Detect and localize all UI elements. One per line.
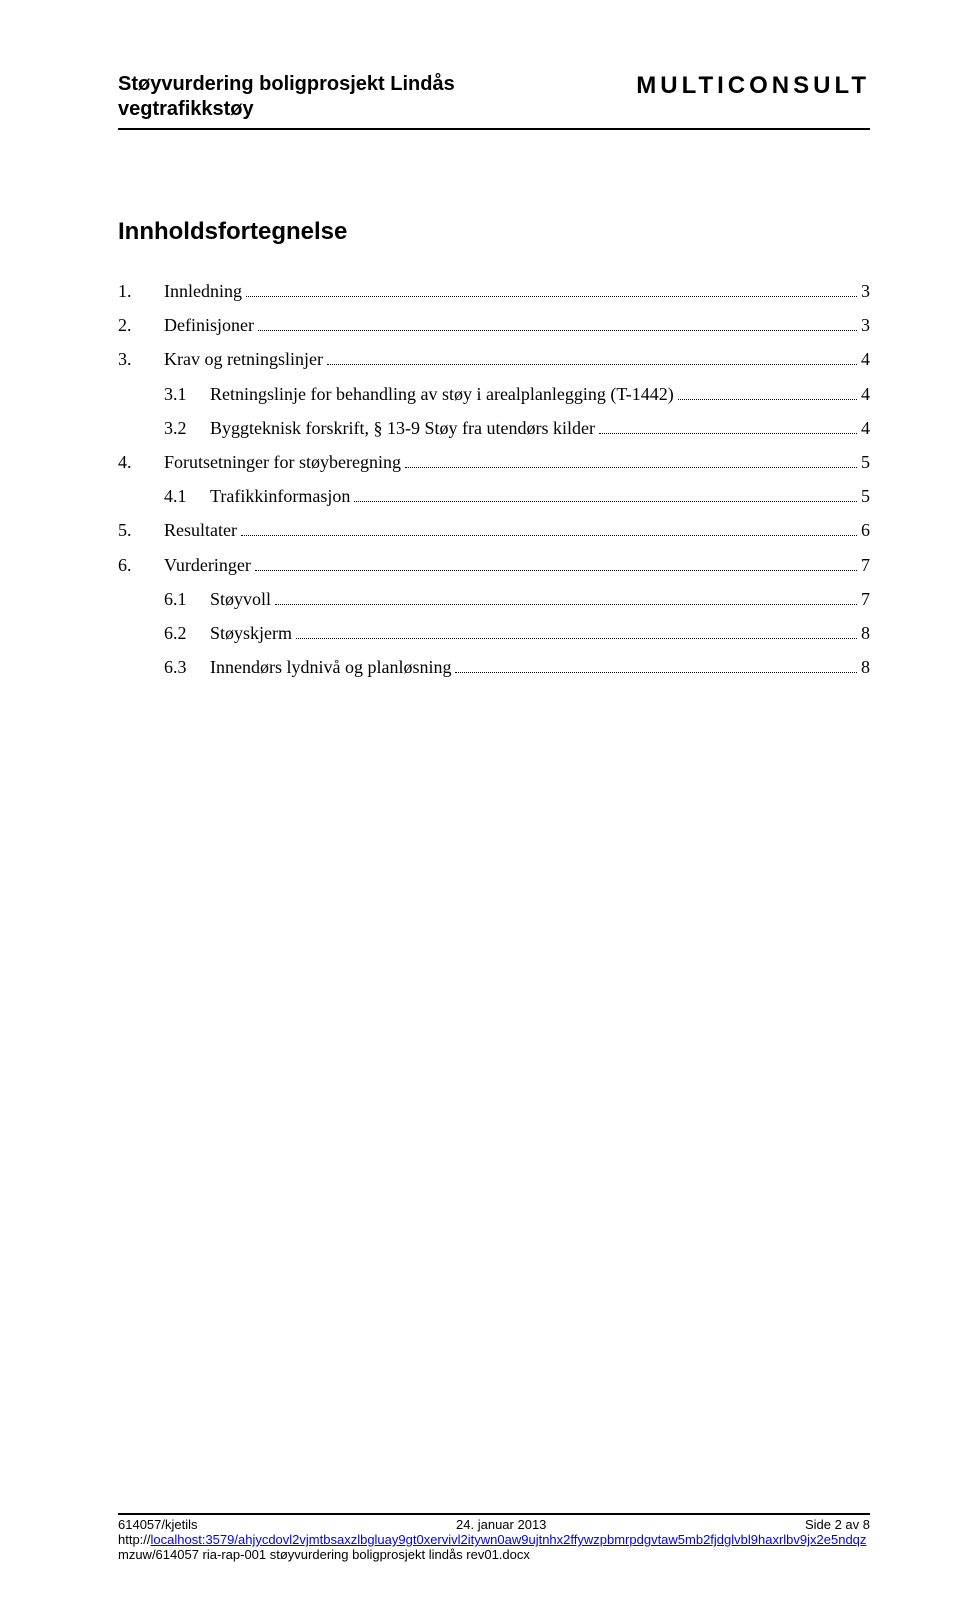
footer-center: 24. januar 2013 (456, 1517, 546, 1532)
footer-path-line2: mzuw/614057 ria-rap-001 støyvurdering bo… (118, 1547, 870, 1562)
toc-entry-number: 5. (118, 513, 164, 547)
toc-leader (405, 467, 857, 468)
toc-entry: 2.Definisjoner 3 (118, 308, 870, 342)
toc-entry-number: 4. (118, 445, 164, 479)
toc-leader (354, 501, 857, 502)
footer-row: 614057/kjetils 24. januar 2013 Side 2 av… (118, 1517, 870, 1532)
toc-entry-label: Byggteknisk forskrift, § 13-9 Støy fra u… (210, 411, 595, 445)
toc-entry-number: 6.2 (164, 616, 210, 650)
footer-url-prefix: http:// (118, 1532, 151, 1547)
toc-leader (327, 364, 857, 365)
toc-entry-page: 3 (861, 308, 870, 342)
toc-entry-label: Vurderinger (164, 548, 251, 582)
toc-entry-number: 3.1 (164, 377, 210, 411)
toc-title: Innholdsfortegnelse (118, 218, 870, 246)
toc-entry-number: 6. (118, 548, 164, 582)
toc-entry-label: Definisjoner (164, 308, 254, 342)
footer-left: 614057/kjetils (118, 1517, 198, 1532)
toc-entry: 5.Resultater 6 (118, 513, 870, 547)
toc-entry-label: Innendørs lydnivå og planløsning (210, 650, 451, 684)
toc-entry: 4.Forutsetninger for støyberegning 5 (118, 445, 870, 479)
toc-leader (296, 638, 857, 639)
header: Støyvurdering boligprosjekt Lindås vegtr… (118, 72, 870, 122)
toc-entry-number: 6.1 (164, 582, 210, 616)
toc-leader (255, 570, 857, 571)
toc-entry-page: 7 (861, 582, 870, 616)
toc-entry-page: 3 (861, 274, 870, 308)
footer-path-line1: http://localhost:3579/ahjycdovl2vjmtbsax… (118, 1532, 870, 1547)
document-title-line2: vegtrafikkstøy (118, 97, 455, 122)
toc-leader (455, 672, 857, 673)
toc-leader (241, 535, 857, 536)
toc-entry: 6.Vurderinger 7 (118, 548, 870, 582)
footer-rule (118, 1513, 870, 1515)
toc-entry-label: Resultater (164, 513, 237, 547)
toc-leader (678, 399, 857, 400)
toc-entry-number: 3.2 (164, 411, 210, 445)
document-title-line1: Støyvurdering boligprosjekt Lindås (118, 72, 455, 97)
toc-entry-label: Støyvoll (210, 582, 271, 616)
footer-url-link[interactable]: localhost:3579/ahjycdovl2vjmtbsaxzlbglua… (151, 1532, 867, 1547)
table-of-contents: Innholdsfortegnelse 1.Innledning32.Defin… (118, 218, 870, 684)
toc-entry: 3.2Byggteknisk forskrift, § 13-9 Støy fr… (118, 411, 870, 445)
toc-entry-label: Retningslinje for behandling av støy i a… (210, 377, 674, 411)
brand-name: MULTICONSULT (636, 72, 870, 100)
toc-leader (246, 296, 857, 297)
toc-entry-number: 4.1 (164, 479, 210, 513)
toc-list: 1.Innledning32.Definisjoner33.Krav og re… (118, 274, 870, 684)
toc-leader (258, 330, 857, 331)
toc-entry: 4.1Trafikkinformasjon 5 (118, 479, 870, 513)
toc-entry-number: 6.3 (164, 650, 210, 684)
toc-entry: 6.3Innendørs lydnivå og planløsning 8 (118, 650, 870, 684)
toc-entry-number: 1. (118, 274, 164, 308)
header-rule (118, 128, 870, 130)
toc-entry: 6.1Støyvoll 7 (118, 582, 870, 616)
toc-entry: 3.Krav og retningslinjer 4 (118, 342, 870, 376)
toc-entry-label: Forutsetninger for støyberegning (164, 445, 401, 479)
footer: 614057/kjetils 24. januar 2013 Side 2 av… (118, 1513, 870, 1562)
toc-entry-page: 8 (861, 650, 870, 684)
document-title: Støyvurdering boligprosjekt Lindås vegtr… (118, 72, 455, 122)
toc-entry-label: Krav og retningslinjer (164, 342, 323, 376)
page: Støyvurdering boligprosjekt Lindås vegtr… (0, 0, 960, 1622)
toc-entry-label: Støyskjerm (210, 616, 292, 650)
toc-entry: 6.2Støyskjerm 8 (118, 616, 870, 650)
footer-right: Side 2 av 8 (805, 1517, 870, 1532)
toc-entry-page: 7 (861, 548, 870, 582)
toc-leader (275, 604, 857, 605)
toc-entry-page: 4 (861, 342, 870, 376)
toc-entry-page: 5 (861, 445, 870, 479)
toc-entry-page: 4 (861, 377, 870, 411)
toc-entry-label: Innledning (164, 274, 242, 308)
toc-entry-page: 4 (861, 411, 870, 445)
toc-entry-label: Trafikkinformasjon (210, 479, 350, 513)
toc-entry-number: 3. (118, 342, 164, 376)
toc-entry: 3.1Retningslinje for behandling av støy … (118, 377, 870, 411)
toc-leader (599, 433, 857, 434)
toc-entry-number: 2. (118, 308, 164, 342)
toc-entry-page: 8 (861, 616, 870, 650)
toc-entry-page: 5 (861, 479, 870, 513)
toc-entry-page: 6 (861, 513, 870, 547)
toc-entry: 1.Innledning 3 (118, 274, 870, 308)
